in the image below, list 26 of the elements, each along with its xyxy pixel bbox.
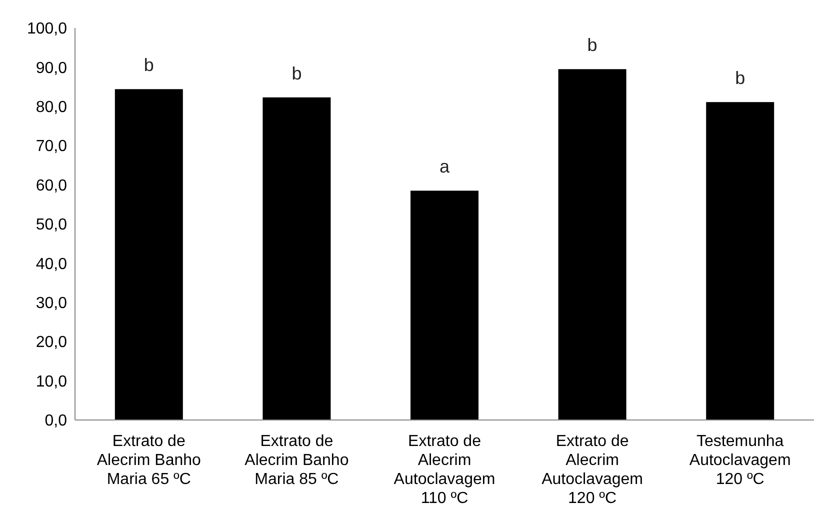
y-tick-label: 10,0 <box>36 373 68 390</box>
y-tick-label: 40,0 <box>36 256 68 273</box>
bar <box>114 89 183 420</box>
y-tick-label: 50,0 <box>36 216 68 234</box>
y-tick-label: 90,0 <box>36 60 68 77</box>
x-tick-label: Extrato de Alecrim Autoclavagem 120 ºC <box>542 433 643 507</box>
annotation: b <box>735 68 746 88</box>
y-tick-label: 30,0 <box>36 295 68 312</box>
y-tick-label: 20,0 <box>36 334 68 352</box>
x-tick-label: Extrato de Alecrim Banho Maria 65 ºC <box>96 433 202 488</box>
y-tick-label: 80,0 <box>36 99 68 116</box>
annotation: a <box>439 156 450 177</box>
x-tick-label: Extrato de Alecrim Banho Maria 85 ºC <box>244 433 349 488</box>
y-tick-label: 100,0 <box>26 20 68 38</box>
x-tick-label: Extrato de Alecrim Autoclavagem 110 ºC <box>394 433 496 507</box>
y-tick-label: 0,0 <box>44 412 68 430</box>
x-tick-label: Testemunha Autoclavagem 120 ºC <box>689 433 791 488</box>
bar <box>706 102 774 420</box>
annotation: b <box>144 55 154 76</box>
bar <box>558 69 626 420</box>
y-tick-label: 60,0 <box>36 177 68 194</box>
bar <box>410 190 478 420</box>
annotation: b <box>292 63 302 84</box>
bar <box>262 97 331 420</box>
annotation: b <box>587 35 598 56</box>
y-tick-label: 70,0 <box>36 138 68 156</box>
